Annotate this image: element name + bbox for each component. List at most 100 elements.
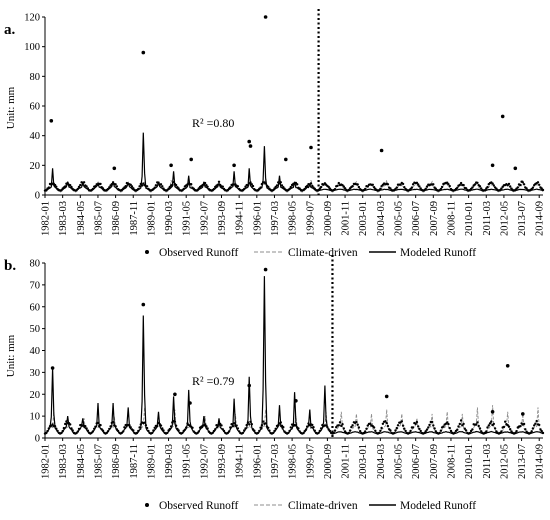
x-tick-label: 1992-07	[199, 444, 210, 479]
observed-runoff-point	[279, 421, 282, 424]
x-tick-label: 2011-03	[482, 201, 493, 236]
observed-runoff-point	[333, 188, 337, 191]
observed-runoff-point	[438, 431, 441, 435]
observed-runoff-point	[447, 422, 450, 426]
observed-runoff-point	[312, 426, 315, 429]
observed-runoff-point	[287, 431, 290, 435]
observed-runoff-point	[509, 428, 512, 431]
observed-runoff-point	[364, 430, 367, 433]
observed-runoff-point	[317, 431, 320, 435]
observed-runoff-point	[395, 426, 398, 430]
observed-runoff-point	[96, 421, 100, 425]
observed-runoff-point	[513, 166, 518, 171]
observed-runoff-point	[459, 181, 463, 185]
observed-runoff-point	[458, 183, 461, 187]
observed-runoff-point	[241, 431, 245, 435]
x-tick-label: 1994-11	[235, 444, 246, 479]
observed-runoff-point	[260, 424, 264, 427]
observed-runoff-point	[453, 431, 456, 434]
observed-runoff-point	[415, 420, 419, 424]
observed-runoff-point	[142, 182, 145, 185]
observed-runoff-point	[480, 187, 483, 190]
observed-runoff-point	[94, 425, 97, 428]
observed-runoff-point	[324, 424, 328, 427]
observed-runoff-point	[69, 184, 72, 187]
observed-runoff-point	[63, 185, 67, 188]
observed-runoff-point	[459, 419, 463, 422]
observed-runoff-point	[261, 420, 265, 423]
observed-runoff-point	[214, 428, 217, 431]
observed-runoff-point	[106, 430, 110, 433]
legend-b-observed-marker	[145, 503, 149, 507]
observed-runoff-point	[128, 424, 131, 427]
observed-runoff-point	[355, 420, 358, 424]
observed-runoff-point	[51, 423, 54, 426]
observed-runoff-point	[205, 425, 208, 428]
y-tick-label: 40	[30, 131, 41, 142]
observed-runoff-point	[464, 187, 468, 190]
observed-runoff-point	[94, 185, 97, 188]
x-tick-label: 1990-03	[164, 201, 175, 236]
observed-runoff-point	[250, 423, 253, 426]
observed-runoff-point	[138, 185, 141, 188]
observed-runoff-point	[185, 426, 188, 429]
observed-runoff-point	[447, 183, 450, 186]
legend-a-modeled-label: Modeled Runoff	[400, 247, 476, 259]
observed-runoff-point	[263, 15, 268, 19]
observed-runoff-point	[379, 187, 382, 190]
x-tick-label: 2013-07	[517, 201, 528, 236]
observed-runoff-point	[216, 183, 219, 186]
observed-runoff-point	[394, 429, 397, 432]
observed-runoff-point	[386, 183, 390, 186]
y-tick-label: 60	[30, 302, 41, 313]
observed-runoff-point	[46, 429, 49, 433]
observed-runoff-point	[114, 425, 117, 428]
observed-runoff-point	[101, 187, 105, 190]
observed-runoff-point	[476, 421, 479, 424]
observed-runoff-point	[471, 186, 474, 189]
observed-runoff-point	[244, 427, 247, 430]
observed-runoff-point	[135, 431, 139, 435]
observed-runoff-point	[140, 184, 144, 187]
x-tick-label: 1987-11	[129, 444, 140, 479]
panel-b-r2-annotation: R² =0.79	[192, 374, 234, 388]
observed-runoff-point	[446, 421, 449, 424]
observed-runoff-point	[433, 427, 436, 430]
observed-runoff-point	[188, 401, 192, 405]
modeled-runoff-series-line	[44, 276, 544, 435]
observed-runoff-point	[502, 425, 506, 429]
observed-runoff-point	[156, 424, 159, 428]
observed-runoff-point	[384, 394, 389, 399]
y-tick-label: 40	[30, 346, 41, 357]
observed-runoff-point	[294, 424, 298, 427]
observed-runoff-point	[524, 428, 527, 431]
observed-runoff-point	[432, 183, 435, 186]
observed-runoff-point	[475, 423, 478, 426]
x-tick-label: 1986-09	[111, 444, 122, 479]
panel-a-x-ticks: 1982-01 1983-03 1984-05 1985-07 1986-09 1987-…	[41, 195, 546, 236]
legend-a-observed-marker	[145, 250, 149, 254]
observed-runoff-point	[327, 185, 330, 189]
observed-runoff-point	[519, 183, 522, 187]
legend-b-climate-label: Climate-driven	[288, 500, 358, 512]
observed-runoff-point	[217, 180, 221, 183]
observed-runoff-point	[535, 419, 538, 423]
observed-runoff-point	[86, 429, 90, 432]
observed-runoff-point	[304, 428, 308, 431]
x-tick-label: 2005-05	[394, 444, 405, 479]
observed-runoff-point	[434, 430, 437, 433]
observed-runoff-point	[418, 427, 421, 431]
panel-b-y-ticks: 0 10 20 30 40 50 60 70 80	[30, 259, 45, 445]
x-tick-label: 2008-11	[446, 201, 457, 236]
observed-runoff-point	[319, 427, 323, 430]
observed-runoff-point	[404, 429, 407, 433]
observed-runoff-point	[432, 424, 435, 427]
observed-runoff-point	[380, 426, 383, 430]
observed-runoff-point	[538, 183, 541, 186]
observed-runoff-point	[428, 423, 431, 427]
observed-runoff-point	[341, 423, 344, 426]
observed-runoff-point	[533, 424, 536, 427]
x-tick-label: 1999-07	[305, 444, 316, 479]
observed-runoff-point	[476, 181, 479, 184]
observed-runoff-point	[534, 422, 537, 425]
